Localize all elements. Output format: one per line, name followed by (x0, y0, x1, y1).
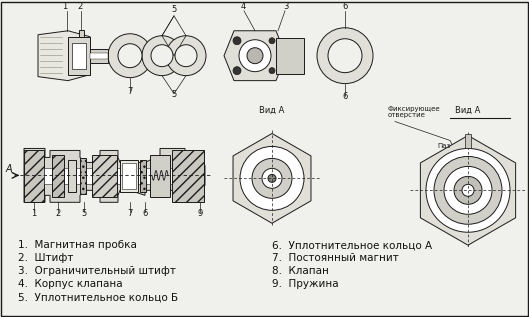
Circle shape (151, 45, 173, 67)
Circle shape (426, 148, 510, 232)
Circle shape (166, 36, 206, 76)
Text: А: А (5, 165, 12, 174)
Circle shape (328, 39, 362, 73)
Circle shape (233, 67, 241, 74)
Bar (465, 134, 471, 148)
Polygon shape (24, 148, 205, 202)
Circle shape (444, 166, 492, 214)
Circle shape (269, 38, 275, 44)
Bar (140, 160, 146, 192)
Text: 1.  Магнитная пробка: 1. Магнитная пробка (18, 240, 137, 250)
Bar (276, 38, 304, 74)
Text: 5: 5 (171, 90, 177, 99)
Circle shape (317, 28, 373, 84)
Circle shape (454, 176, 482, 204)
Text: отверстие: отверстие (388, 112, 426, 118)
Circle shape (233, 37, 241, 45)
Bar (150, 155, 170, 197)
Circle shape (175, 45, 197, 67)
Text: 5: 5 (81, 209, 87, 218)
Circle shape (239, 40, 271, 72)
Circle shape (462, 184, 474, 196)
Bar (52, 155, 64, 197)
Text: 5.  Уплотнительное кольцо Б: 5. Уплотнительное кольцо Б (18, 292, 178, 302)
Circle shape (108, 34, 152, 78)
Bar (80, 158, 86, 194)
Bar (72, 43, 86, 69)
Text: 9: 9 (197, 209, 203, 218)
Bar (68, 37, 90, 74)
Text: 4: 4 (240, 2, 245, 11)
Text: Вид А: Вид А (259, 106, 285, 114)
Text: 9.  Пружина: 9. Пружина (272, 279, 339, 289)
Text: 5: 5 (171, 5, 177, 14)
Text: 2: 2 (56, 209, 61, 218)
Text: 7.  Постоянный магнит: 7. Постоянный магнит (272, 253, 399, 263)
Text: 1: 1 (31, 209, 37, 218)
Bar (90, 49, 108, 63)
Text: Фиксирующее: Фиксирующее (388, 106, 441, 112)
Text: Вид А: Вид А (455, 106, 481, 114)
Text: 2.  Штифт: 2. Штифт (18, 253, 74, 263)
Text: 6: 6 (342, 92, 348, 100)
Circle shape (262, 168, 282, 188)
Text: 3.  Ограничительный штифт: 3. Ограничительный штифт (18, 266, 176, 276)
Bar (122, 163, 136, 189)
Bar (90, 53, 108, 59)
Text: 2: 2 (77, 2, 83, 11)
Circle shape (118, 44, 142, 68)
Circle shape (268, 174, 276, 182)
Bar (92, 155, 117, 197)
Text: 6: 6 (142, 209, 148, 218)
Text: 6.  Уплотнительное кольцо А: 6. Уплотнительное кольцо А (272, 240, 432, 250)
Polygon shape (233, 133, 311, 223)
Text: 4.  Корпус клапана: 4. Корпус клапана (18, 279, 123, 289)
Circle shape (142, 36, 182, 76)
Circle shape (252, 158, 292, 198)
Text: 7: 7 (127, 209, 133, 218)
Text: 8.  Клапан: 8. Клапан (272, 266, 329, 276)
Text: 7: 7 (127, 87, 133, 96)
Circle shape (434, 156, 502, 224)
Bar (172, 151, 204, 202)
Text: 6: 6 (342, 2, 348, 11)
Circle shape (240, 146, 304, 210)
Polygon shape (421, 135, 516, 245)
Bar (68, 160, 76, 192)
Text: 1: 1 (62, 2, 68, 11)
Circle shape (247, 48, 263, 64)
Bar (44, 168, 204, 184)
Polygon shape (38, 31, 90, 81)
Bar (120, 160, 138, 192)
Text: Паз: Паз (437, 144, 450, 149)
Circle shape (269, 68, 275, 74)
Bar (79, 30, 84, 37)
Polygon shape (224, 31, 286, 81)
Bar (24, 151, 44, 202)
Text: 3: 3 (284, 2, 289, 11)
